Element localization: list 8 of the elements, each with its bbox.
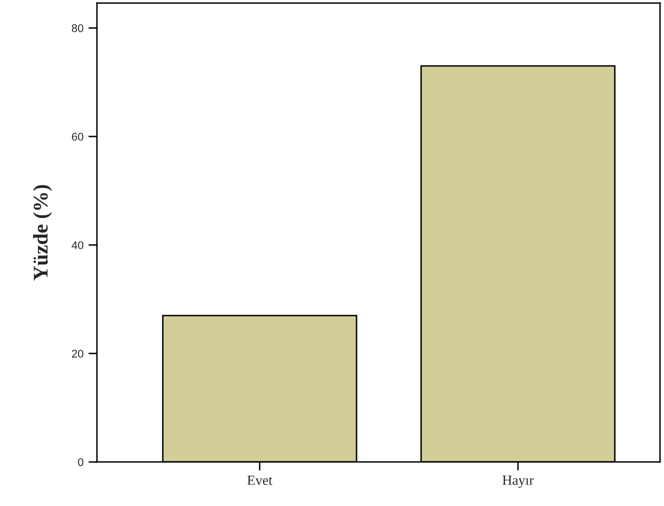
x-tick-label: Evet	[247, 476, 272, 485]
y-tick-label: 0	[78, 458, 84, 466]
y-tick-label: 60	[72, 132, 84, 141]
y-tick-label: 80	[72, 24, 84, 32]
y-axis-title: Yüzde (%)	[33, 185, 52, 280]
y-tick-label: 20	[72, 350, 84, 358]
y-tick-label: 40	[72, 241, 84, 250]
x-tick-label: Hayır	[502, 476, 534, 488]
